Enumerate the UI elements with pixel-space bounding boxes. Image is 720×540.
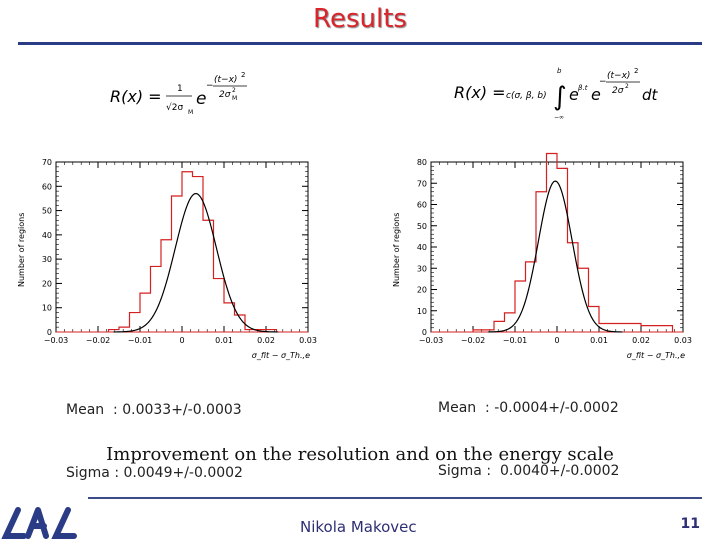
formula-left-exp-numerator: (t−x) — [214, 75, 237, 85]
left-y-tick-label: 10 — [42, 304, 52, 313]
formula-right-exp-den-sup: 2 — [625, 83, 629, 90]
right-plot-frame — [430, 161, 684, 333]
formula-right-e1: e — [569, 85, 579, 104]
formula-right-prefactor: c(σ, β, b) — [506, 91, 547, 101]
formula-convolution: R(x) = c(σ, β, b) b ∫ −∞ e β.t e − (t−x)… — [454, 67, 659, 121]
histogram-left: Number of regions 0 10 20 30 40 50 60 70 −0.03 −0.… — [17, 158, 317, 360]
title-rule — [18, 42, 702, 45]
left-y-tick-label: 70 — [42, 158, 52, 167]
stats-left: Mean : 0.0033+/-0.0003 Sigma : 0.0049+/-… — [66, 358, 243, 505]
right-y-tick-label: 50 — [417, 222, 427, 231]
left-histogram-series — [107, 171, 278, 332]
stats-right: Mean : -0.0004+/-0.0002 Sigma : 0.0040+/… — [438, 356, 619, 503]
stats-left-sigma: Sigma : 0.0049+/-0.0002 — [66, 465, 243, 481]
left-x-tick-label: 0.03 — [299, 336, 317, 345]
left-y-tick-label: 30 — [42, 255, 52, 264]
right-y-tick-label: 40 — [417, 243, 427, 252]
left-x-axis-label: σ_fit − σ_Th.,e — [252, 351, 310, 360]
right-x-tick-label: −0.03 — [419, 336, 444, 345]
stats-left-mean: Mean : 0.0033+/-0.0003 — [66, 402, 242, 418]
formula-right-lhs: R(x) = — [454, 83, 506, 102]
left-y-tick-label: 50 — [42, 207, 52, 216]
formula-left-base: e — [196, 89, 206, 109]
formula-right-dt: dt — [642, 86, 659, 104]
left-fit-curve — [113, 192, 279, 333]
page-number: 11 — [680, 516, 700, 532]
right-y-tick-label: 70 — [417, 179, 427, 188]
formula-left-lhs: R(x) = — [110, 87, 162, 106]
formula-left-denominator-sub: M — [188, 109, 193, 116]
left-y-tick-label: 0 — [47, 328, 52, 337]
author-name: Nikola Makovec — [300, 518, 417, 536]
left-y-tick-label: 40 — [42, 231, 52, 240]
formula-left-denominator: √2σ — [166, 102, 183, 113]
slide-caption: Improvement on the resolution and on the… — [106, 444, 614, 465]
right-x-tick-label: 0.02 — [632, 336, 650, 345]
right-x-tick-label: −0.01 — [503, 336, 528, 345]
formula-left-exp-den-sub: M — [232, 95, 237, 102]
formula-right-e1-exp: β.t — [578, 84, 588, 92]
formula-right-exp-denominator: 2σ — [612, 86, 624, 96]
formula-right-e2: e — [591, 85, 601, 104]
formula-right-exp-numerator: (t−x) — [607, 71, 630, 81]
right-x-tick-label: −0.02 — [461, 336, 486, 345]
left-y-tick-label: 20 — [42, 279, 52, 288]
stats-right-mean: Mean : -0.0004+/-0.0002 — [438, 400, 619, 416]
right-y-tick-label: 80 — [417, 158, 427, 167]
right-y-tick-label: 0 — [422, 328, 427, 337]
right-x-tick-label: 0.01 — [590, 336, 608, 345]
right-x-axis-label: σ_fit − σ_Th.,e — [627, 351, 685, 360]
integral-sign-icon: ∫ — [553, 82, 567, 112]
left-x-tick-label: 0.02 — [257, 336, 275, 345]
footer-rule — [88, 497, 702, 499]
formula-right-exp-minus: − — [599, 77, 607, 87]
lal-logo — [1, 507, 77, 539]
left-y-axis-label: Number of regions — [17, 213, 26, 287]
right-y-tick-label: 20 — [417, 286, 427, 295]
right-y-axis-label: Number of regions — [392, 213, 401, 287]
right-y-tick-label: 10 — [417, 307, 427, 316]
slide-title: Results — [313, 4, 407, 34]
left-x-tick-label: −0.02 — [86, 336, 111, 345]
formula-left-exp-power: 2 — [241, 71, 245, 79]
lal-logo-mark — [1, 507, 77, 539]
formula-left-exp-minus: − — [206, 81, 214, 91]
right-fit-curve — [488, 180, 623, 333]
formula-right-integral-lower: −∞ — [554, 114, 564, 121]
left-x-tick-label: 0.01 — [215, 336, 233, 345]
stats-right-sigma: Sigma : 0.0040+/-0.0002 — [438, 463, 620, 479]
formula-left-exp-den-sup: 2 — [232, 87, 236, 94]
formula-gaussian: R(x) = 1 √2σ M e − (t−x) 2 2σ 2 M — [110, 71, 247, 116]
formula-right-exp-power: 2 — [634, 67, 638, 75]
right-y-tick-label: 30 — [417, 264, 427, 273]
right-histogram-series — [472, 152, 674, 332]
right-x-tick-label: 0 — [554, 336, 559, 345]
formula-right-integral-upper: b — [557, 67, 562, 75]
right-x-tick-label: 0.03 — [674, 336, 692, 345]
left-x-tick-label: −0.03 — [44, 336, 69, 345]
left-x-tick-label: 0 — [179, 336, 184, 345]
histogram-right: Number of regions 0 10 20 30 40 50 60 70 80 −0.03 −… — [392, 152, 692, 360]
formula-left-numerator: 1 — [177, 84, 183, 94]
right-y-tick-label: 60 — [417, 201, 427, 210]
left-x-tick-label: −0.01 — [128, 336, 153, 345]
formula-left-exp-denominator: 2σ — [219, 90, 231, 100]
left-y-tick-label: 60 — [42, 182, 52, 191]
